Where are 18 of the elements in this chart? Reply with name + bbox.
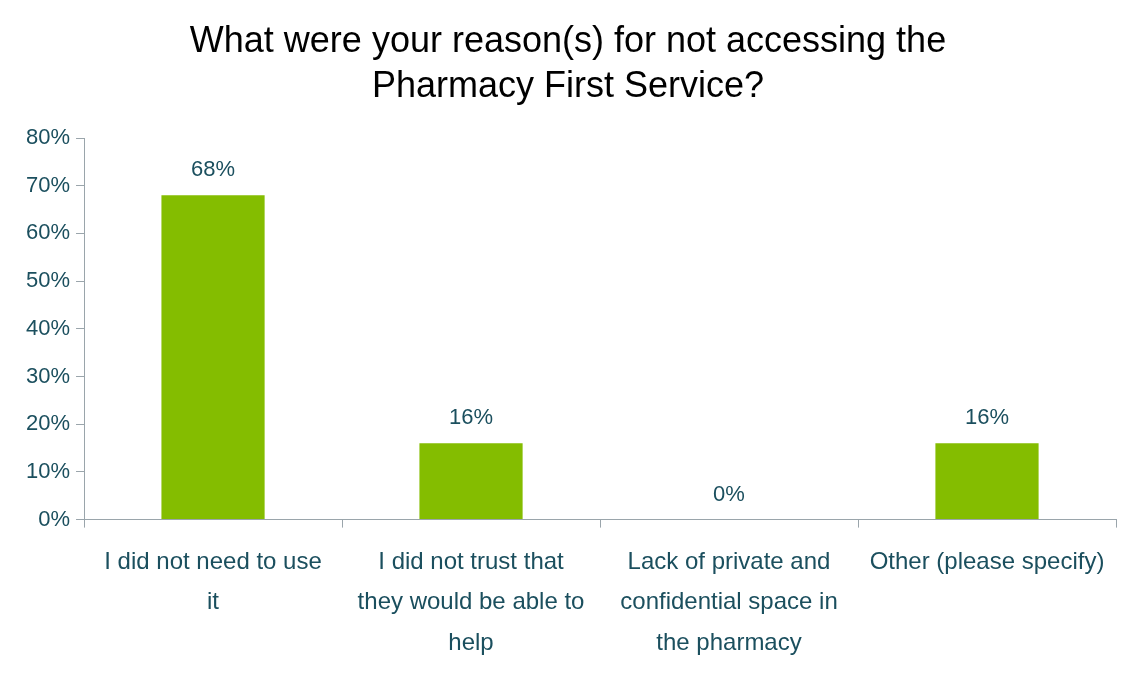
x-tick-label: I did not need to use it: [104, 546, 322, 615]
data-label: 16%: [964, 404, 1010, 430]
y-tick-label: 40%: [25, 314, 71, 340]
y-tick-label: 50%: [25, 267, 71, 293]
y-tick-label: 0%: [38, 505, 71, 531]
data-label: 0%: [713, 480, 745, 506]
data-label: 16%: [449, 404, 494, 430]
y-tick-label: 30%: [25, 362, 71, 388]
y-tick-label: 70%: [25, 171, 71, 197]
x-tick-label: Lack of private and confidential space in the pharmacy: [620, 546, 838, 656]
y-tick-label: 10%: [25, 457, 71, 483]
y-tick-label: 20%: [25, 410, 71, 436]
data-label: 68%: [191, 156, 236, 182]
chart-title: What were your reason(s) for not accessing the Pharmacy First Service?: [189, 19, 947, 106]
y-tick-label: 80%: [25, 124, 71, 150]
x-tick-label: Other (please specify): [869, 546, 1105, 574]
x-tick-label: I did not trust that they would be able to help: [357, 546, 585, 656]
y-tick-label: 60%: [25, 219, 71, 245]
